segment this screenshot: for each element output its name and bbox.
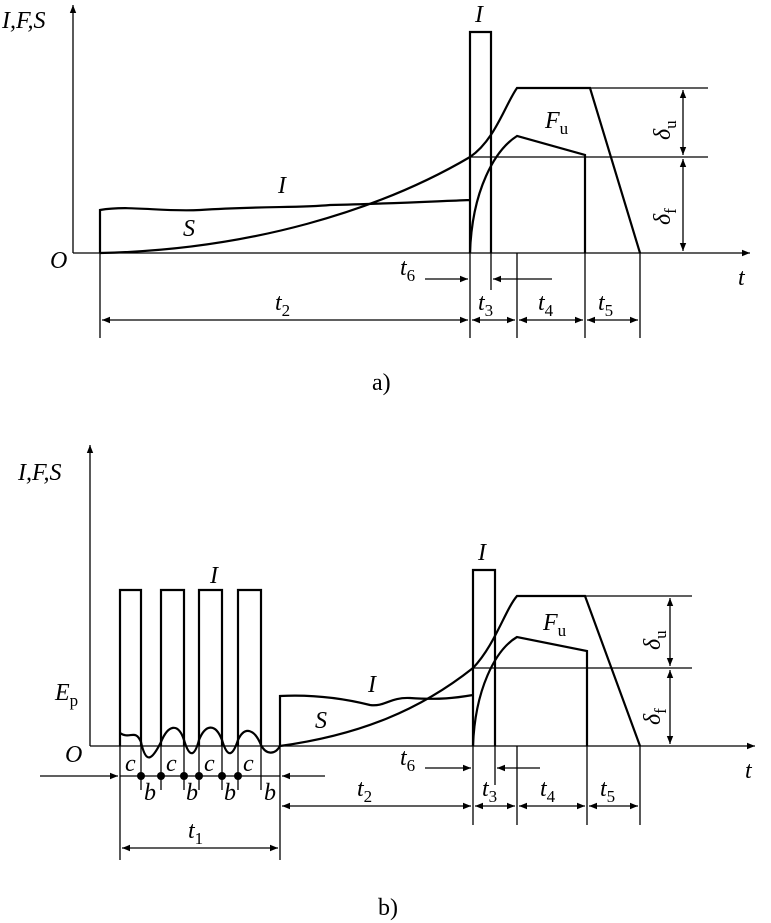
current-curve <box>98 30 493 253</box>
curve-label: S <box>315 708 327 734</box>
b-label: b <box>264 780 276 806</box>
displacement-curve <box>99 86 642 255</box>
delta-label: δf <box>640 708 670 725</box>
panel-b: I,F,S Ep O t I I I S Fu δu δf c c c c b … <box>17 445 755 921</box>
time-label: t2 <box>275 290 290 320</box>
curve-label: I <box>277 173 287 199</box>
force-curve <box>471 635 589 747</box>
pulses <box>118 588 263 746</box>
b-label: b <box>224 780 236 806</box>
peak-label: I <box>474 2 484 28</box>
panel-a: I,F,S O t I I S Fu δu δf t2 t6 t3 t4 t5 … <box>1 2 750 396</box>
time-label: t6 <box>400 255 415 285</box>
ep-label: Ep <box>54 680 78 710</box>
x-axis-label: t <box>738 265 746 291</box>
force-curve <box>468 134 587 254</box>
time-label: t4 <box>538 290 554 320</box>
time-label: t3 <box>482 776 497 806</box>
delta-label: δf <box>650 208 680 225</box>
time-label: t5 <box>600 776 615 806</box>
curve-label: S <box>183 216 195 242</box>
c-label: c <box>204 751 215 777</box>
time-label: t4 <box>540 776 556 806</box>
time-label: t3 <box>478 290 493 320</box>
pulse-label: I <box>209 563 219 589</box>
y-axis-label: I,F,S <box>17 460 62 486</box>
x-axis-label: t <box>745 758 753 784</box>
b-label: b <box>186 780 198 806</box>
c-label: c <box>166 751 177 777</box>
extension-lines <box>119 746 641 860</box>
time-label: t5 <box>598 290 613 320</box>
time-label: t1 <box>188 818 203 848</box>
delta-label: δu <box>650 120 680 140</box>
caption: b) <box>378 895 398 921</box>
displacement-curve <box>279 594 642 748</box>
dots <box>137 772 242 780</box>
c-label: c <box>125 751 136 777</box>
extension-lines <box>99 253 641 338</box>
caption: a) <box>372 370 391 396</box>
time-label: t6 <box>400 745 415 775</box>
c-label: c <box>243 751 254 777</box>
curve-label: I <box>367 672 377 698</box>
force-label: Fu <box>544 108 569 138</box>
time-label: t2 <box>357 776 372 806</box>
force-label: Fu <box>542 610 567 640</box>
peak-label: I <box>477 540 487 566</box>
b-label: b <box>144 780 156 806</box>
origin-label: O <box>50 248 67 274</box>
y-axis-label: I,F,S <box>1 8 46 34</box>
delta-label: δu <box>640 630 670 650</box>
origin-label: O <box>65 742 82 768</box>
displacement-preheat <box>119 726 281 759</box>
current-curve <box>278 568 497 746</box>
